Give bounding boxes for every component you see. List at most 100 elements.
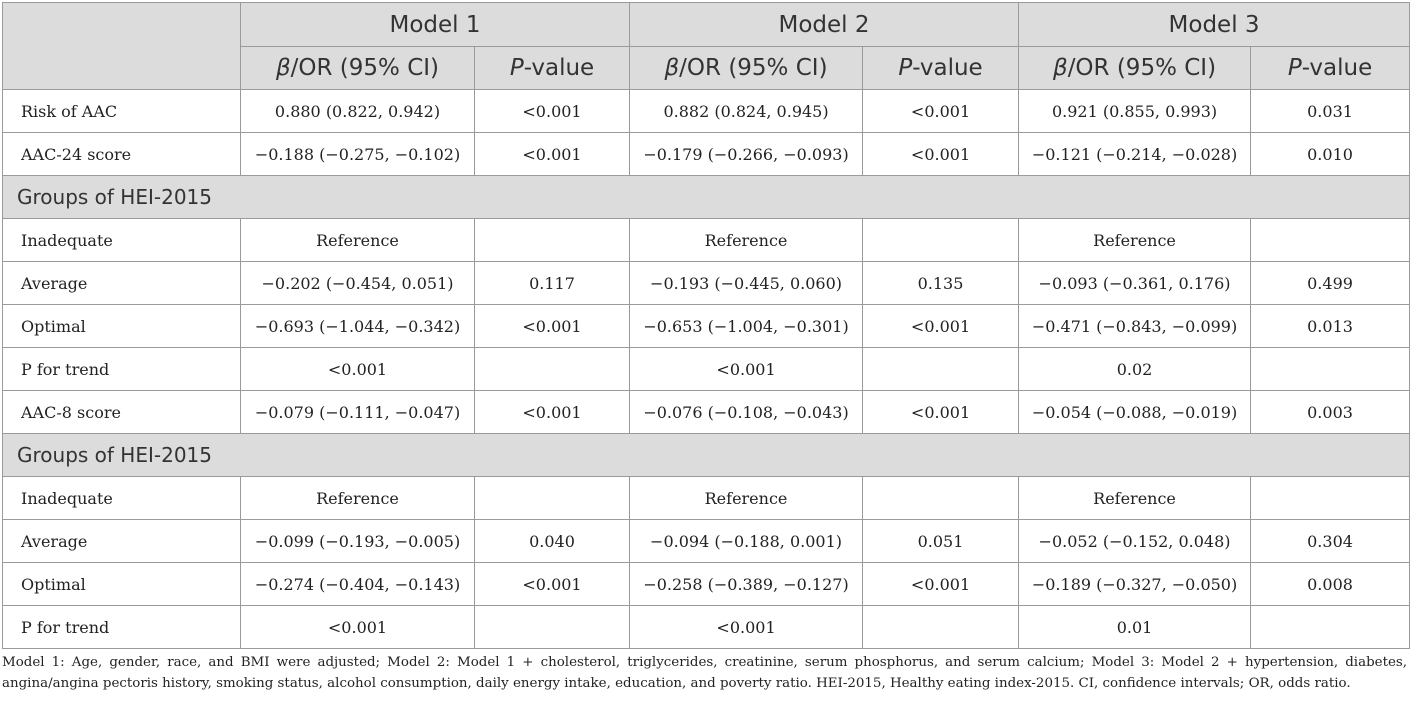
- p-value-cell: 0.304: [1250, 519, 1411, 563]
- p-letter: P: [898, 55, 913, 81]
- estimate-cell: −0.079 (−0.111, −0.047): [240, 390, 475, 434]
- p-value-cell: [1250, 218, 1411, 262]
- estimate-cell: <0.001: [629, 347, 864, 391]
- model-1-header: Model 1: [239, 2, 631, 47]
- estimate-cell: −0.653 (−1.004, −0.301): [629, 304, 864, 348]
- p-letter: P: [509, 55, 524, 81]
- beta-symbol: β: [664, 55, 680, 81]
- estimate-cell: −0.179 (−0.266, −0.093): [629, 132, 864, 176]
- row-label: Inadequate: [2, 218, 241, 262]
- p-value-cell: 0.135: [862, 261, 1020, 305]
- p-value-cell: 0.040: [473, 519, 631, 563]
- table-row: Optimal −0.274 (−0.404, −0.143) <0.001 −0.2…: [2, 562, 1411, 606]
- table-row: AAC-24 score −0.188 (−0.275, −0.102) <0.00…: [2, 132, 1411, 176]
- estimate-cell: −0.093 (−0.361, 0.176): [1018, 261, 1252, 305]
- header-corner-cell: [2, 2, 241, 47]
- table-row: P for trend <0.001 <0.001 0.02: [2, 347, 1411, 391]
- estimate-cell: 0.921 (0.855, 0.993): [1018, 89, 1252, 133]
- p-value-cell: [473, 347, 631, 391]
- p-value-cell: 0.499: [1250, 261, 1411, 305]
- beta-header-text: /OR (95% CI): [1067, 55, 1217, 81]
- group-label: Groups of HEI-2015: [1, 433, 1411, 477]
- estimate-cell: −0.202 (−0.454, 0.051): [240, 261, 475, 305]
- p-value-cell: [473, 605, 631, 649]
- row-label: Optimal: [2, 562, 241, 606]
- group-label: Groups of HEI-2015: [1, 175, 1411, 219]
- estimate-cell: −0.099 (−0.193, −0.005): [240, 519, 475, 563]
- p-value-cell: <0.001: [473, 304, 631, 348]
- p-value-cell: [862, 605, 1020, 649]
- p-value-cell: <0.001: [862, 304, 1020, 348]
- estimate-cell: Reference: [1018, 476, 1252, 520]
- row-label: AAC-8 score: [2, 390, 241, 434]
- p-value-cell: <0.001: [473, 562, 631, 606]
- p-value-cell: <0.001: [862, 390, 1020, 434]
- table-header: Model 1 Model 2 Model 3 β/OR (95% CI) P-…: [2, 2, 1411, 90]
- p-value-cell: <0.001: [862, 132, 1020, 176]
- estimate-cell: <0.001: [629, 605, 864, 649]
- table-footnote: Model 1: Age, gender, race, and BMI were…: [2, 655, 1407, 691]
- estimate-cell: −0.054 (−0.088, −0.019): [1018, 390, 1252, 434]
- p-value-cell: 0.013: [1250, 304, 1411, 348]
- model-2-p-header: P-value: [862, 46, 1020, 90]
- p-value-cell: <0.001: [473, 132, 631, 176]
- estimate-cell: 0.01: [1018, 605, 1252, 649]
- p-value-cell: [473, 218, 631, 262]
- estimate-cell: 0.02: [1018, 347, 1252, 391]
- model-3-beta-header: β/OR (95% CI): [1018, 46, 1252, 90]
- row-label: Average: [2, 261, 241, 305]
- p-header-text: -value: [1301, 55, 1373, 81]
- beta-header-text: /OR (95% CI): [679, 55, 828, 81]
- row-label: P for trend: [2, 605, 241, 649]
- p-value-cell: [862, 218, 1020, 262]
- estimate-cell: Reference: [240, 218, 475, 262]
- p-value-cell: [1250, 476, 1411, 520]
- estimate-cell: <0.001: [240, 605, 475, 649]
- estimate-cell: Reference: [1018, 218, 1252, 262]
- group-header-row: Groups of HEI-2015: [1, 175, 1411, 219]
- estimate-cell: Reference: [629, 476, 864, 520]
- model-3-p-header: P-value: [1250, 46, 1411, 90]
- estimate-cell: −0.193 (−0.445, 0.060): [629, 261, 864, 305]
- estimate-cell: −0.693 (−1.044, −0.342): [240, 304, 475, 348]
- estimate-cell: −0.258 (−0.389, −0.127): [629, 562, 864, 606]
- p-header-text: -value: [912, 55, 983, 81]
- estimate-cell: −0.274 (−0.404, −0.143): [240, 562, 475, 606]
- group-header-row: Groups of HEI-2015: [1, 433, 1411, 477]
- p-value-cell: <0.001: [862, 89, 1020, 133]
- estimate-cell: −0.188 (−0.275, −0.102): [240, 132, 475, 176]
- results-table: Model 1 Model 2 Model 3 β/OR (95% CI) P-…: [1, 2, 1411, 649]
- row-label: Average: [2, 519, 241, 563]
- table-row: Inadequate Reference Reference Reference: [2, 476, 1411, 520]
- beta-symbol: β: [1053, 55, 1068, 81]
- table-row: Risk of AAC 0.880 (0.822, 0.942) <0.001 0.8…: [2, 89, 1411, 133]
- estimate-cell: −0.471 (−0.843, −0.099): [1018, 304, 1252, 348]
- p-value-cell: 0.003: [1250, 390, 1411, 434]
- p-value-cell: <0.001: [473, 390, 631, 434]
- beta-header-text: /OR (95% CI): [290, 55, 440, 81]
- estimate-cell: Reference: [240, 476, 475, 520]
- estimate-cell: −0.121 (−0.214, −0.028): [1018, 132, 1252, 176]
- p-value-cell: <0.001: [473, 89, 631, 133]
- table-row: Optimal −0.693 (−1.044, −0.342) <0.001 −0.6…: [2, 304, 1411, 348]
- results-table-container: Model 1 Model 2 Model 3 β/OR (95% CI) P-…: [1, 2, 1411, 649]
- estimate-cell: 0.880 (0.822, 0.942): [240, 89, 475, 133]
- estimate-cell: −0.076 (−0.108, −0.043): [629, 390, 864, 434]
- model-2-header: Model 2: [629, 2, 1020, 47]
- p-value-cell: [862, 476, 1020, 520]
- row-label: Inadequate: [2, 476, 241, 520]
- estimate-cell: Reference: [629, 218, 864, 262]
- row-label: AAC-24 score: [2, 132, 241, 176]
- p-value-cell: [1250, 347, 1411, 391]
- model-2-beta-header: β/OR (95% CI): [629, 46, 864, 90]
- p-value-cell: 0.051: [862, 519, 1020, 563]
- p-letter: P: [1287, 55, 1302, 81]
- table-row: AAC-8 score −0.079 (−0.111, −0.047) <0.001…: [2, 390, 1411, 434]
- table-row: Average −0.099 (−0.193, −0.005) 0.040 −0.09…: [2, 519, 1411, 563]
- estimate-cell: <0.001: [240, 347, 475, 391]
- row-label: Optimal: [2, 304, 241, 348]
- p-value-cell: [473, 476, 631, 520]
- beta-symbol: β: [275, 55, 291, 81]
- p-value-cell: 0.031: [1250, 89, 1411, 133]
- estimate-cell: 0.882 (0.824, 0.945): [629, 89, 864, 133]
